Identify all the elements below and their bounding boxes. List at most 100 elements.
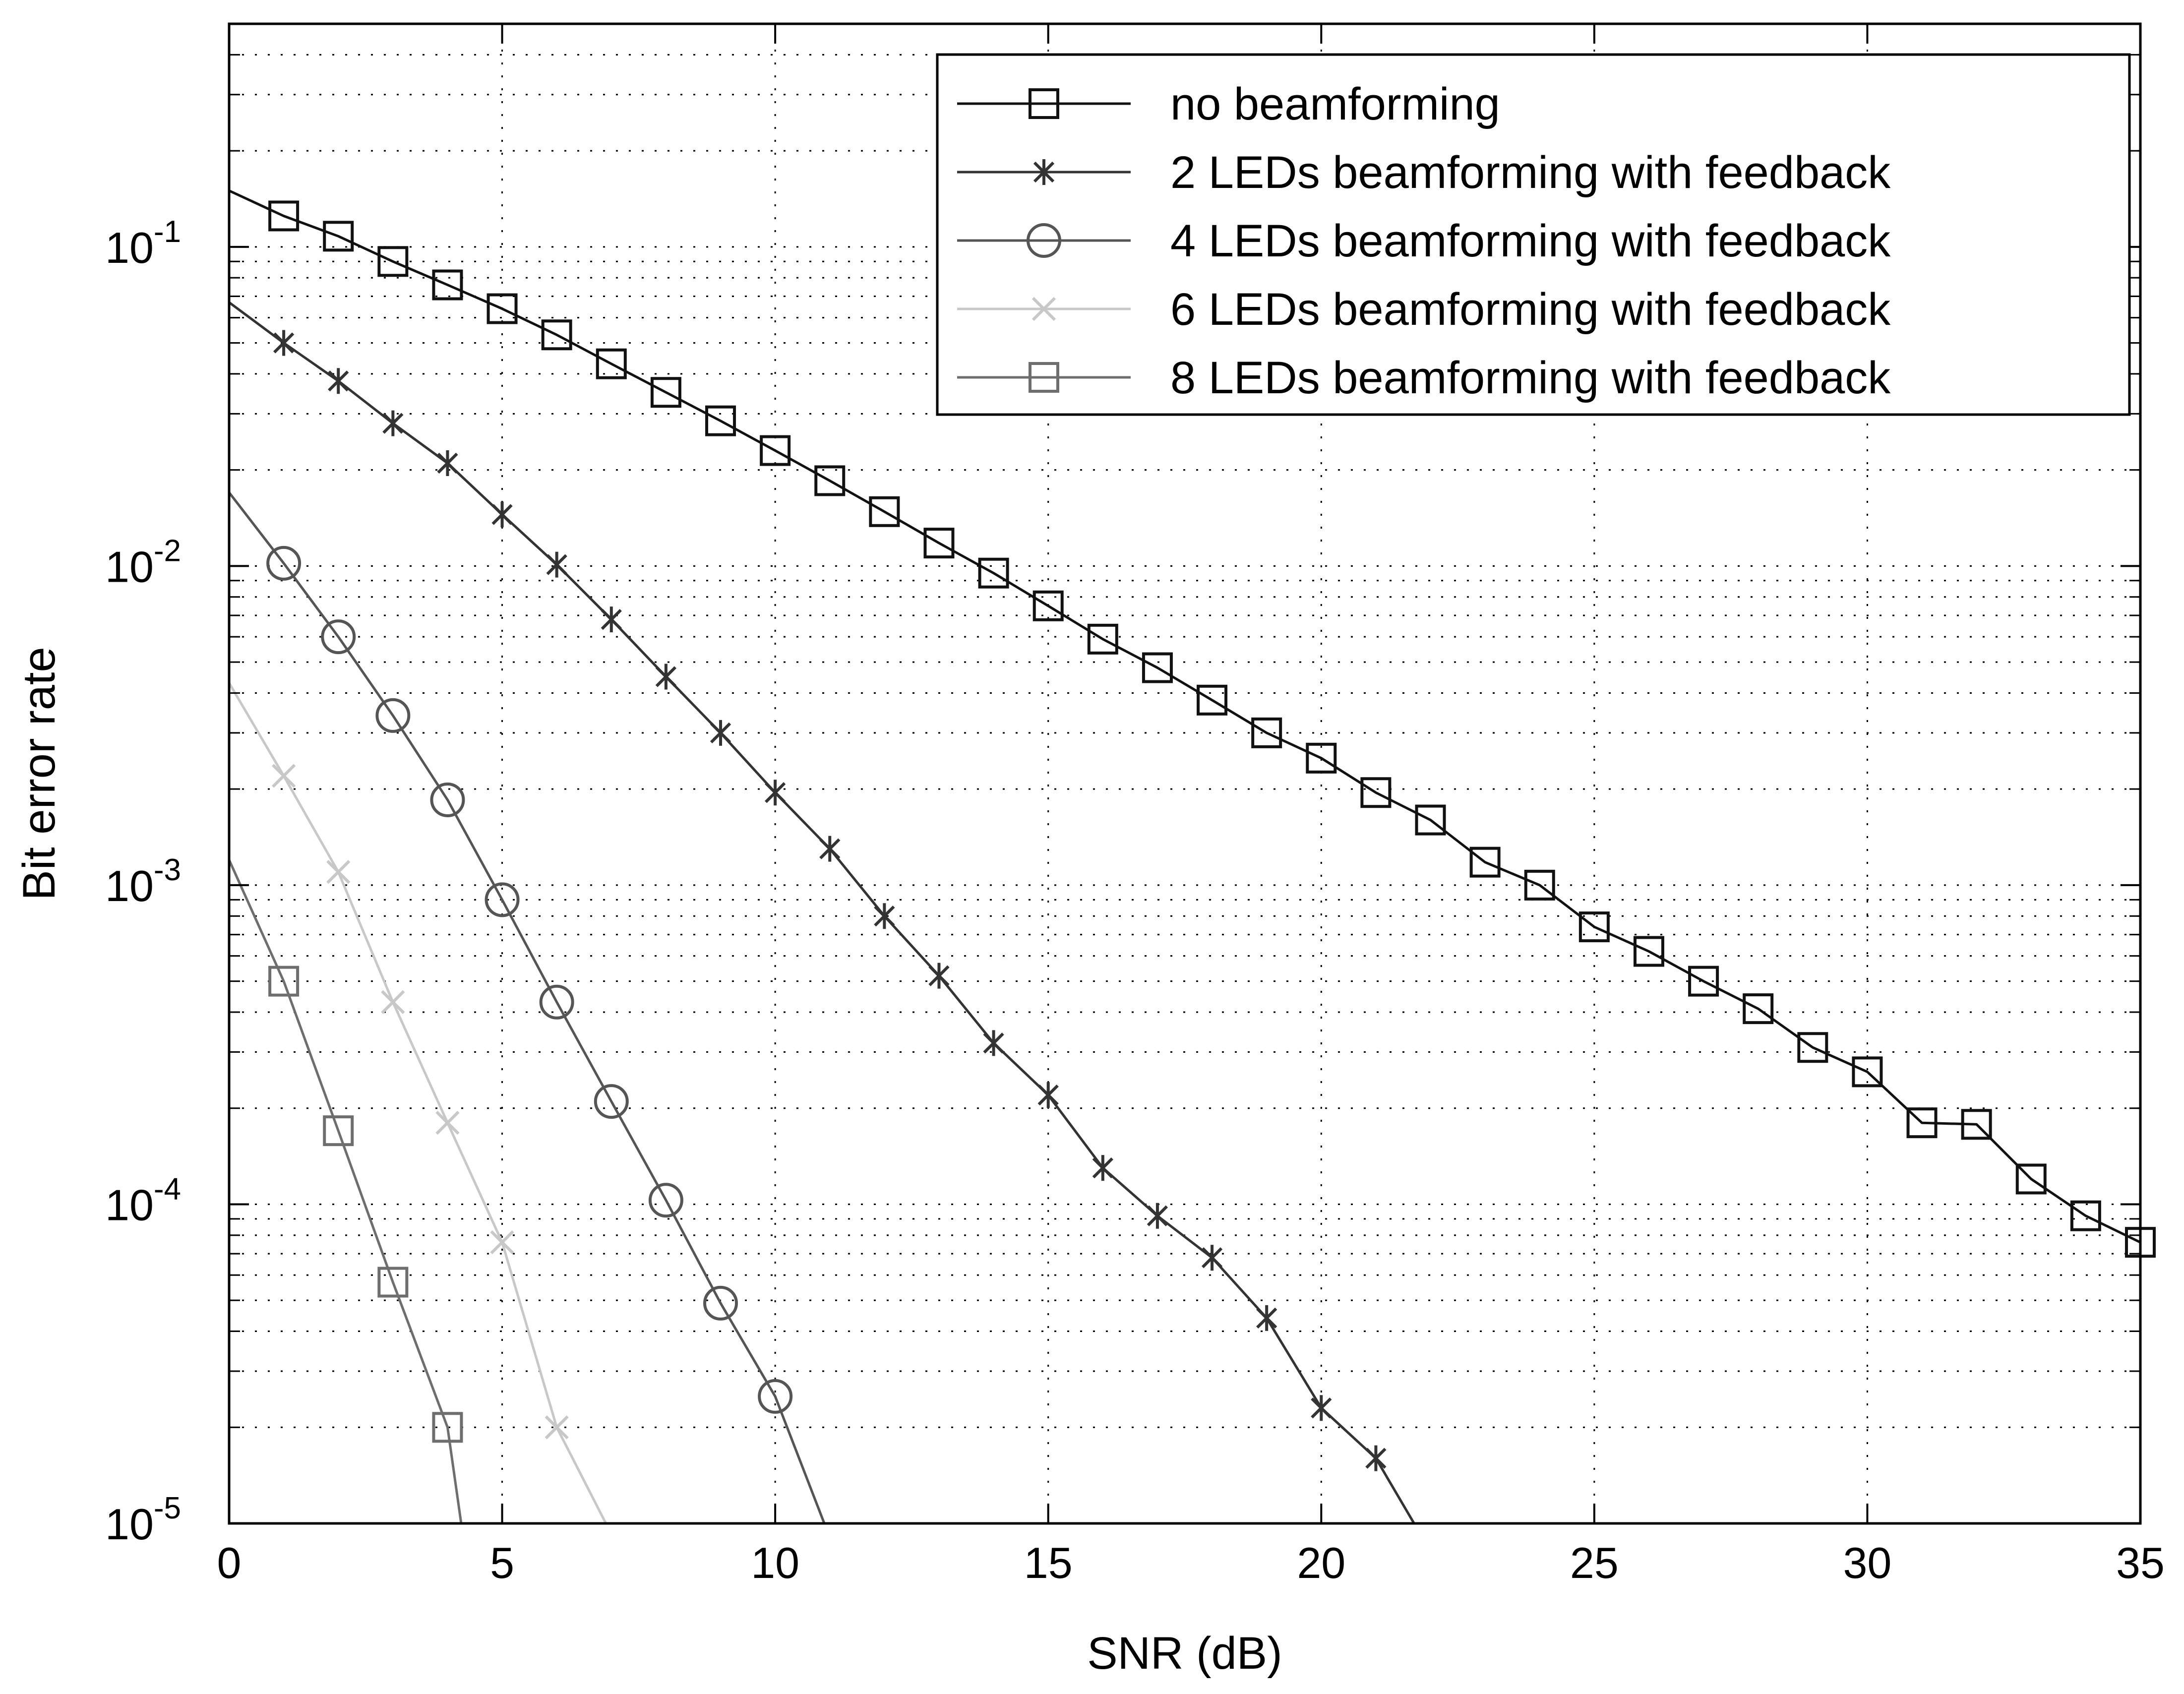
data-point-marker xyxy=(1037,1082,1059,1108)
data-point-marker xyxy=(648,1183,683,1218)
data-point-marker xyxy=(1251,717,1282,748)
series-5 xyxy=(228,859,463,1524)
data-point-marker xyxy=(1743,993,1774,1025)
x-tick-label: 10 xyxy=(751,1538,799,1587)
data-point-marker xyxy=(601,606,622,633)
data-point-marker xyxy=(273,330,295,356)
data-point-marker xyxy=(1256,1305,1277,1331)
data-point-marker xyxy=(268,966,300,997)
y-tick-label: 10-2 xyxy=(105,534,181,591)
data-point-marker xyxy=(1688,966,1719,997)
legend-item: no beamforming xyxy=(957,79,1500,129)
data-point-marker xyxy=(1032,590,1064,621)
series-line xyxy=(228,859,463,1524)
data-point-marker xyxy=(596,348,627,379)
data-point-marker xyxy=(1365,1445,1387,1471)
data-point-marker xyxy=(381,990,405,1014)
data-point-marker xyxy=(377,246,409,277)
series-4 xyxy=(228,682,607,1524)
data-point-marker xyxy=(375,698,411,733)
data-point-marker xyxy=(2015,1163,2047,1195)
data-point-marker xyxy=(978,557,1009,589)
y-tick-label-exponent: -4 xyxy=(154,1172,181,1206)
data-point-marker xyxy=(328,368,349,394)
data-point-marker xyxy=(758,1379,793,1414)
x-tick-labels: 0 5 10 15 20 25 30 35 xyxy=(217,1538,2165,1587)
data-point-marker xyxy=(321,619,356,655)
data-point-marker xyxy=(814,465,846,496)
data-point-marker xyxy=(1578,911,1610,943)
data-point-marker xyxy=(1852,1056,1883,1088)
data-point-marker xyxy=(323,221,354,252)
x-tick-label: 30 xyxy=(1843,1538,1891,1587)
data-point-marker xyxy=(1087,623,1118,655)
series-line xyxy=(228,189,2141,1244)
data-point-marker xyxy=(1415,804,1446,836)
data-point-marker xyxy=(1633,936,1664,967)
x-tick-label: 25 xyxy=(1570,1538,1619,1587)
data-point-marker xyxy=(874,903,895,929)
data-point-marker xyxy=(491,501,513,528)
data-point-marker xyxy=(1197,684,1228,716)
data-point-marker xyxy=(437,450,458,477)
data-point-marker xyxy=(1360,777,1392,808)
legend-marker xyxy=(1029,88,1059,119)
y-tick-labels: 10-510-410-310-210-1 xyxy=(105,215,181,1549)
y-axis-label: Bit error rate xyxy=(14,647,64,900)
data-point-marker xyxy=(268,200,300,232)
data-point-marker xyxy=(1524,869,1555,901)
data-point-marker xyxy=(1306,742,1337,774)
data-point-marker xyxy=(869,496,900,527)
legend-item: 6 LEDs beamforming with feedback xyxy=(957,284,1891,335)
data-point-marker xyxy=(1906,1107,1938,1139)
data-point-marker xyxy=(326,860,351,884)
data-point-marker xyxy=(928,963,950,989)
data-point-marker xyxy=(382,410,404,436)
y-tick-label-base: 10 xyxy=(105,542,154,591)
x-axis-label: SNR (dB) xyxy=(1087,1628,1282,1679)
data-point-marker xyxy=(266,545,302,581)
legend-label: 6 LEDs beamforming with feedback xyxy=(1170,284,1891,335)
y-tick-label-exponent: -2 xyxy=(154,534,181,568)
data-point-marker xyxy=(430,782,465,817)
data-point-marker xyxy=(1311,1395,1332,1421)
legend-box xyxy=(936,53,2131,416)
data-point-marker xyxy=(1961,1109,1992,1140)
y-tick-label-base: 10 xyxy=(105,223,154,272)
data-point-marker xyxy=(650,377,681,408)
legend-label: no beamforming xyxy=(1170,79,1500,129)
series-layer xyxy=(228,189,2156,1524)
plot-frame xyxy=(228,22,2142,1525)
data-point-marker xyxy=(655,664,677,690)
data-point-marker xyxy=(539,984,574,1020)
y-tick-label-exponent: -1 xyxy=(154,215,181,249)
legend-marker xyxy=(1027,223,1061,258)
data-point-marker xyxy=(377,1267,409,1298)
legend-label: 8 LEDs beamforming with feedback xyxy=(1170,353,1891,403)
series-1 xyxy=(228,189,2156,1258)
x-tick-label: 0 xyxy=(217,1538,242,1587)
y-tick-label: 10-1 xyxy=(105,215,181,272)
legend: no beamforming 2 LEDs beamforming with fe… xyxy=(936,53,2131,416)
legend-label: 4 LEDs beamforming with feedback xyxy=(1170,216,1891,266)
legend-marker xyxy=(1029,362,1059,393)
data-point-marker xyxy=(490,1230,514,1255)
data-point-marker xyxy=(541,319,572,351)
legend-label: 2 LEDs beamforming with feedback xyxy=(1170,147,1891,198)
data-point-marker xyxy=(1142,652,1173,683)
axis-ticks xyxy=(228,24,2141,1524)
x-tick-label: 15 xyxy=(1024,1538,1073,1587)
data-point-marker xyxy=(485,882,520,917)
data-point-marker xyxy=(983,1030,1004,1056)
data-point-marker xyxy=(1147,1203,1168,1229)
data-point-marker xyxy=(1201,1245,1223,1271)
data-point-marker xyxy=(271,764,296,788)
legend-item: 8 LEDs beamforming with feedback xyxy=(957,353,1891,403)
data-point-marker xyxy=(703,1285,738,1321)
y-tick-label: 10-3 xyxy=(105,853,181,910)
series-3 xyxy=(228,491,826,1524)
data-point-marker xyxy=(432,269,463,301)
series-2 xyxy=(228,301,1415,1524)
data-point-marker xyxy=(923,528,955,559)
